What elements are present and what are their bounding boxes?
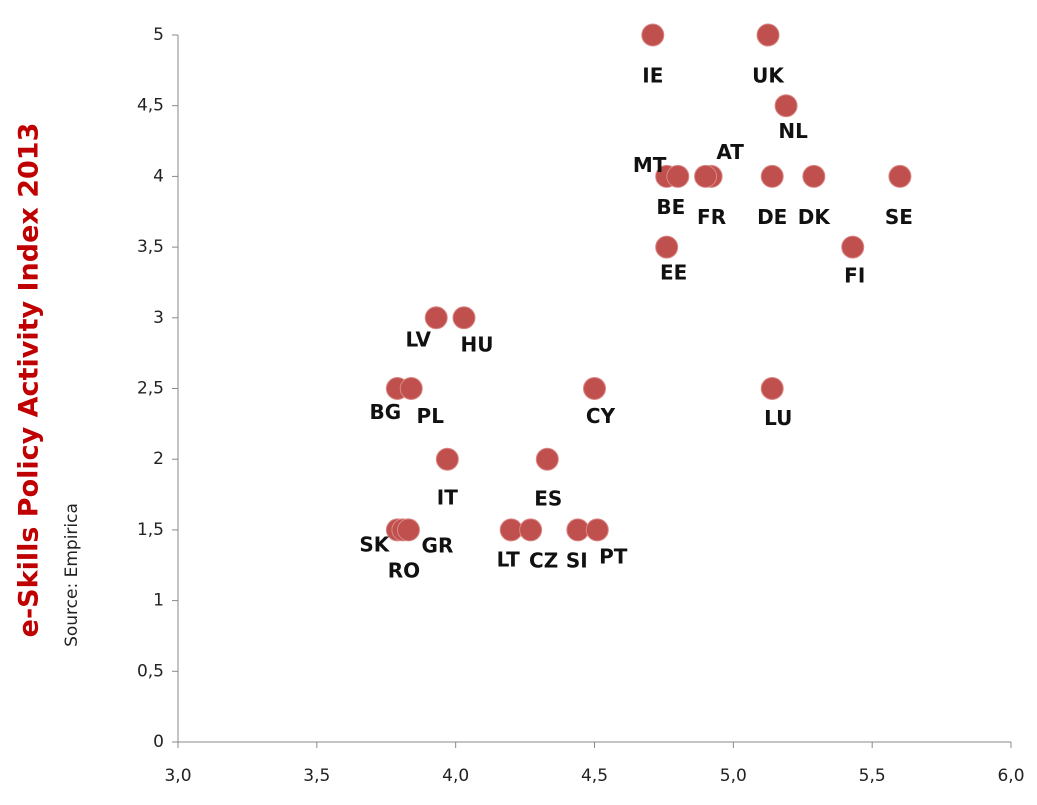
point	[760, 164, 784, 188]
point-label: BG	[370, 400, 402, 424]
point	[774, 94, 798, 118]
point-label: PT	[599, 544, 628, 568]
y-tick-label: 5	[153, 25, 164, 45]
point	[666, 164, 690, 188]
point	[655, 235, 679, 259]
point	[435, 447, 459, 471]
point-label: DE	[757, 205, 787, 229]
point-label: EE	[660, 261, 687, 285]
point-label: FR	[697, 205, 726, 229]
point-label: SI	[566, 548, 588, 572]
point-label: SK	[359, 532, 390, 556]
point-label: DK	[798, 205, 832, 229]
point-label: NL	[778, 119, 808, 143]
y-tick-label: 2	[153, 449, 164, 469]
point-label: SE	[885, 205, 913, 229]
y-tick-label: 0	[153, 732, 164, 752]
point	[585, 518, 609, 542]
point-label: CY	[586, 404, 616, 428]
point-label: CZ	[529, 548, 558, 572]
y-tick-label: 1,5	[137, 520, 164, 540]
x-tick-label: 3,5	[303, 766, 330, 786]
point	[424, 306, 448, 330]
y-axis-label: e-Skills Policy Activity Index 2013	[14, 123, 45, 638]
point-label: UK	[752, 64, 785, 88]
point-label: LT	[497, 547, 520, 571]
x-tick-label: 4,5	[581, 766, 608, 786]
point-label: IE	[642, 64, 663, 88]
point-label: HU	[461, 332, 494, 356]
point	[399, 377, 423, 400]
y-tick-label: 4	[153, 166, 164, 186]
point	[452, 306, 476, 330]
x-tick-label: 4,0	[442, 766, 469, 786]
x-tick-label: 6,0	[997, 766, 1024, 786]
point	[756, 23, 780, 47]
y-tick-label: 3,5	[137, 237, 164, 257]
point-label: ES	[534, 487, 562, 511]
x-tick-label: 5,5	[859, 766, 886, 786]
point	[396, 518, 420, 542]
y-tick-label: 0,5	[137, 661, 164, 681]
point-label: BE	[656, 195, 685, 219]
point	[641, 23, 665, 47]
point	[519, 518, 543, 542]
x-tick-label: 3,0	[164, 766, 191, 786]
point-label: FI	[844, 264, 865, 288]
point-label: PL	[417, 404, 445, 428]
y-tick-label: 4,5	[137, 96, 164, 116]
y-tick-label: 2,5	[137, 379, 164, 399]
source-note: Source: Empirica	[62, 503, 82, 647]
point	[499, 518, 523, 542]
point-label: MT	[633, 153, 667, 177]
y-tick-label: 1	[153, 591, 164, 611]
point-label: IT	[437, 486, 458, 510]
point-label: RO	[388, 558, 420, 582]
point	[760, 377, 784, 400]
point	[566, 518, 590, 542]
point	[841, 235, 865, 259]
point-label: LU	[764, 406, 792, 430]
point-label: LV	[405, 327, 431, 351]
point	[535, 447, 559, 471]
point-label: AT	[716, 140, 744, 164]
point	[694, 164, 718, 188]
x-tick-label: 5,0	[720, 766, 747, 786]
point	[583, 377, 606, 400]
point	[802, 164, 826, 188]
y-tick-label: 3	[153, 308, 164, 328]
point-label: GR	[422, 533, 454, 557]
point	[888, 164, 912, 188]
